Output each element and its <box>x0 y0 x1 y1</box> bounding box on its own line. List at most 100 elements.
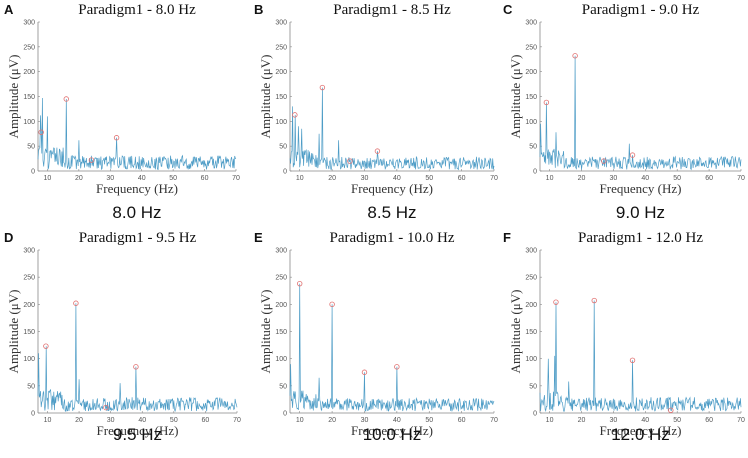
x-tick-label: 20 <box>328 417 336 424</box>
spectrum-line <box>539 55 742 171</box>
x-tick-label: 30 <box>609 175 617 182</box>
y-tick-label: 200 <box>23 69 35 76</box>
y-tick-label: 200 <box>275 302 287 309</box>
x-tick-label: 40 <box>641 417 649 424</box>
spectrum-line <box>37 97 237 171</box>
y-tick-label: 0 <box>533 411 537 418</box>
x-tick-label: 30 <box>361 417 369 424</box>
y-tick-label: 0 <box>31 411 35 418</box>
x-tick-label: 20 <box>75 175 83 182</box>
harmonic-marker <box>543 99 550 106</box>
harmonic-marker <box>329 301 335 308</box>
y-tick-label: 0 <box>283 411 287 418</box>
x-tick-label: 10 <box>546 175 554 182</box>
y-tick-label: 300 <box>275 248 287 255</box>
x-tick-label: 10 <box>44 175 52 182</box>
harmonic-marker <box>38 129 44 135</box>
y-tick-label: 250 <box>525 44 537 51</box>
panel-title: Paradigm1 - 8.5 Hz <box>333 2 451 18</box>
harmonic-marker <box>73 300 79 306</box>
x-tick-label: 20 <box>578 417 586 424</box>
y-tick-label: 150 <box>23 94 35 101</box>
panel-title: Paradigm1 - 8.0 Hz <box>78 2 196 18</box>
harmonic-marker <box>103 404 109 411</box>
x-tick-label: 60 <box>458 417 466 424</box>
y-tick-label: 50 <box>279 144 287 151</box>
harmonic-marker <box>113 135 120 141</box>
y-tick-label: 150 <box>23 329 35 336</box>
y-tick-label: 100 <box>23 119 35 126</box>
x-tick-label: 50 <box>673 175 681 182</box>
x-tick-label: 70 <box>737 417 745 424</box>
x-tick-label: 50 <box>169 175 177 182</box>
x-tick-label: 30 <box>107 417 115 424</box>
panel-title: Paradigm1 - 9.5 Hz <box>79 230 197 246</box>
harmonic-marker <box>601 158 607 164</box>
y-tick-label: 0 <box>283 169 287 176</box>
y-tick-label: 300 <box>23 248 35 255</box>
x-tick-label: 40 <box>138 175 146 182</box>
y-tick-label: 50 <box>27 144 35 151</box>
panel-letter: D <box>4 230 13 245</box>
y-tick-label: 0 <box>533 169 537 176</box>
panel-b: B Paradigm1 - 8.5 Hz 0 50 100 150 200 250 300 10 2… <box>254 2 498 222</box>
x-tick-label: 30 <box>361 175 369 182</box>
y-tick-label: 250 <box>525 275 537 282</box>
x-tick-label: 70 <box>490 417 498 424</box>
x-tick-label: 20 <box>328 175 336 182</box>
x-tick-label: 10 <box>546 417 554 424</box>
y-tick-label: 50 <box>529 383 537 390</box>
y-axis-label: Amplitude (μV) <box>6 55 21 139</box>
x-tick-label: 20 <box>578 175 586 182</box>
spectrum-line <box>289 283 495 412</box>
harmonic-marker <box>43 343 49 349</box>
harmonic-marker <box>553 299 559 305</box>
x-axis-label: Frequency (Hz) <box>351 423 433 438</box>
harmonic-marker <box>63 96 69 102</box>
panel-e: E Paradigm1 - 10.0 Hz 0 50 100 150 200 250 300 10… <box>254 230 498 444</box>
panel-caption: 9.0 Hz <box>616 203 665 222</box>
x-tick-label: 40 <box>393 417 401 424</box>
x-tick-label: 50 <box>425 175 433 182</box>
spectrum-line <box>37 303 238 412</box>
panel-c: C Paradigm1 - 9.0 Hz 0 50 100 150 200 250 300 10 2… <box>503 2 745 222</box>
panel-a: A Paradigm1 - 8.0 Hz 0 50 100 150 200 250 300 10 2… <box>4 2 240 222</box>
x-tick-label: 50 <box>673 417 681 424</box>
y-tick-label: 150 <box>275 329 287 336</box>
harmonic-marker <box>572 53 578 59</box>
y-tick-label: 100 <box>275 119 287 126</box>
x-tick-label: 40 <box>641 175 649 182</box>
panel-f: F Paradigm1 - 12.0 Hz 0 50 100 150 200 250 300 10… <box>503 230 745 444</box>
y-tick-label: 50 <box>279 383 287 390</box>
y-tick-label: 100 <box>525 119 537 126</box>
harmonic-marker <box>361 369 368 375</box>
x-tick-label: 50 <box>425 417 433 424</box>
panel-letter: F <box>503 230 511 245</box>
spectrum-line <box>539 300 742 412</box>
x-axis-label: Frequency (Hz) <box>600 423 682 438</box>
panel-title: Paradigm1 - 10.0 Hz <box>330 230 455 246</box>
y-tick-label: 100 <box>23 356 35 363</box>
y-tick-label: 250 <box>275 44 287 51</box>
panel-d: D Paradigm1 - 9.5 Hz 0 50 100 150 200 250 300 10 2… <box>4 230 241 444</box>
panel-caption: 8.0 Hz <box>112 203 161 222</box>
y-tick-label: 150 <box>275 94 287 101</box>
y-tick-label: 300 <box>275 20 287 27</box>
panel-letter: A <box>4 2 14 17</box>
y-tick-label: 250 <box>275 275 287 282</box>
harmonic-marker <box>88 157 95 163</box>
x-tick-label: 20 <box>75 417 83 424</box>
harmonic-marker <box>292 112 298 118</box>
panel-letter: E <box>254 230 263 245</box>
x-tick-label: 70 <box>737 175 745 182</box>
panel-letter: B <box>254 2 263 17</box>
panel-caption: 10.0 Hz <box>363 425 422 444</box>
x-tick-label: 40 <box>393 175 401 182</box>
x-tick-label: 10 <box>296 417 304 424</box>
harmonic-marker <box>374 148 381 154</box>
y-axis-label: Amplitude (μV) <box>508 290 523 374</box>
y-tick-label: 200 <box>525 69 537 76</box>
x-tick-label: 70 <box>232 175 240 182</box>
x-tick-label: 30 <box>106 175 114 182</box>
harmonic-marker <box>629 357 636 363</box>
